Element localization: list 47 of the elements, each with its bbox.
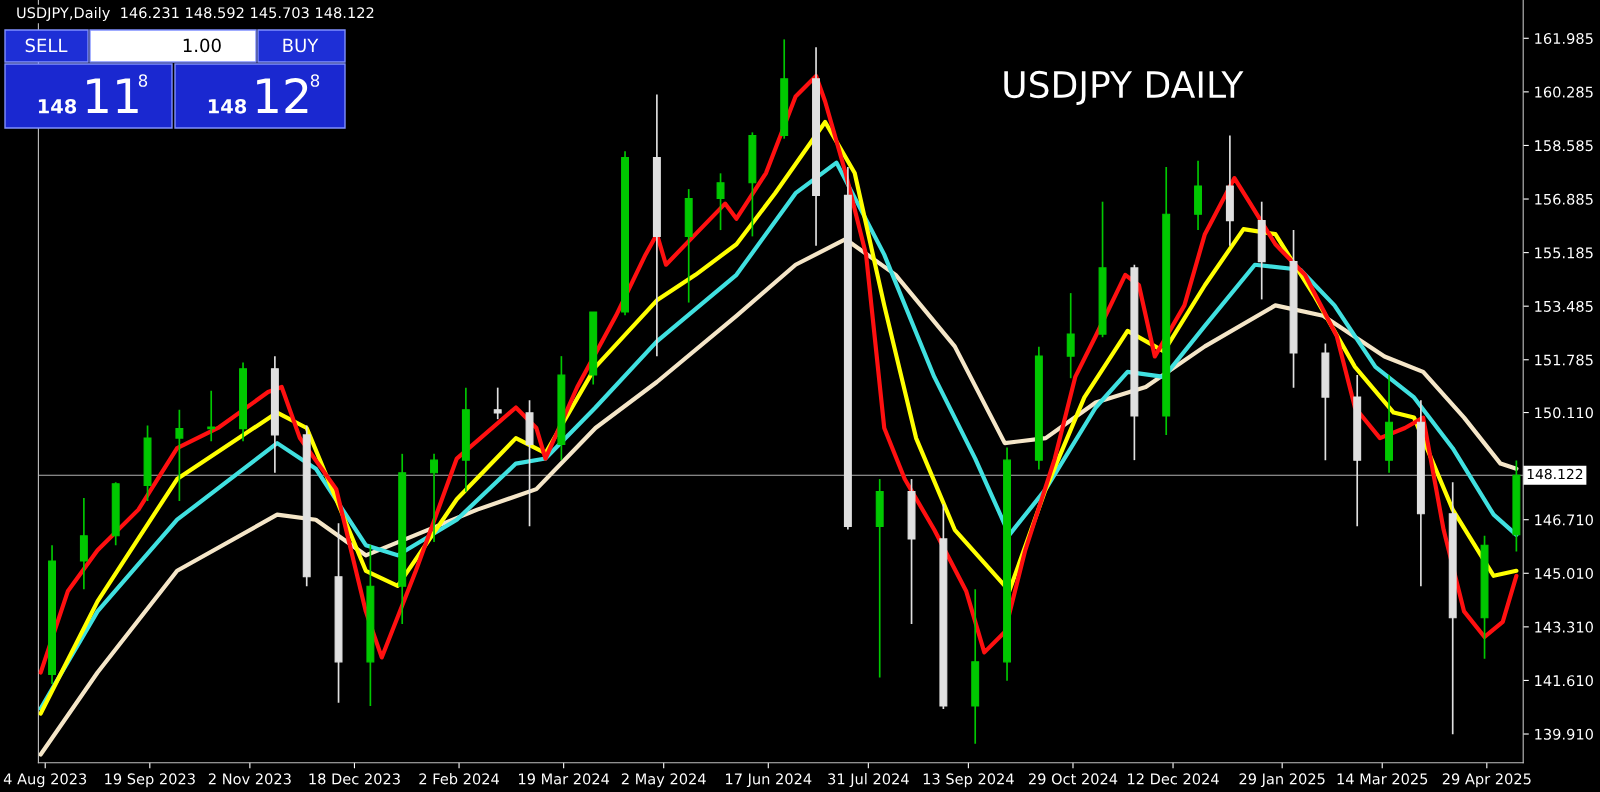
text: USDJPY DAILY xyxy=(1004,70,1244,105)
x-tick-label: 2 May 2024 xyxy=(621,773,706,788)
y-tick-label: 141.610 xyxy=(1535,675,1593,687)
y-tick-label: 156.885 xyxy=(1535,193,1593,205)
y-tick-label: 158.585 xyxy=(1535,140,1593,152)
ref-line-label: 148.122 xyxy=(1527,468,1583,480)
annotation: 8 xyxy=(138,74,148,87)
x-tick-label: 17 Jun 2024 xyxy=(726,773,812,788)
y-tick-label: 150.110 xyxy=(1535,407,1593,419)
y-tick-label: 155.185 xyxy=(1535,247,1593,259)
y-tick-label: 160.285 xyxy=(1535,86,1593,98)
annotation: 148 xyxy=(38,98,77,114)
x-tick-label: 12 Dec 2024 xyxy=(1128,773,1219,785)
candlestick xyxy=(207,389,216,443)
annotation: 12 xyxy=(257,77,308,114)
x-tick-label: 31 Jul 2024 xyxy=(828,773,909,788)
x-tick-label: 13 Sep 2024 xyxy=(923,773,1014,788)
annotation: USDJPY,Daily 146.231 148.592 145.703 148.122 xyxy=(17,6,374,22)
x-tick-label: 4 Aug 2023 xyxy=(3,773,87,788)
annotation: SELL xyxy=(25,38,68,53)
annotation: BUY xyxy=(283,38,319,53)
x-tick-label: 19 Sep 2023 xyxy=(105,773,195,788)
x-tick-label: 18 Dec 2023 xyxy=(309,773,400,785)
y-tick-label: 143.310 xyxy=(1535,621,1593,633)
x-tick-label: 29 Apr 2025 xyxy=(1442,773,1531,788)
annotation: 148 xyxy=(208,98,247,114)
y-tick-label: 151.785 xyxy=(1535,354,1593,366)
candlestick xyxy=(716,172,725,231)
annotation: 1.00 xyxy=(183,38,221,53)
annotation: 8 xyxy=(310,74,320,87)
line-series xyxy=(38,237,1519,757)
candlestick xyxy=(493,386,502,421)
x-tick-label: 14 Mar 2025 xyxy=(1337,773,1428,785)
y-tick-label: 161.985 xyxy=(1535,33,1593,45)
x-tick-label: 29 Oct 2024 xyxy=(1028,773,1118,785)
y-tick-label: 139.910 xyxy=(1535,728,1593,740)
x-tick-label: 2 Feb 2024 xyxy=(419,773,499,785)
y-tick-label: 146.710 xyxy=(1535,514,1593,526)
annotation: 11 xyxy=(87,78,138,114)
candlestick xyxy=(175,408,184,502)
y-tick-label: 153.485 xyxy=(1535,300,1593,312)
y-tick-label: 145.010 xyxy=(1535,568,1593,580)
candlestick xyxy=(430,453,439,543)
x-tick-label: 2 Nov 2023 xyxy=(208,773,291,785)
x-tick-label: 29 Jan 2025 xyxy=(1239,773,1325,788)
x-tick-label: 19 Mar 2024 xyxy=(519,773,610,785)
candlestick xyxy=(1066,292,1075,380)
